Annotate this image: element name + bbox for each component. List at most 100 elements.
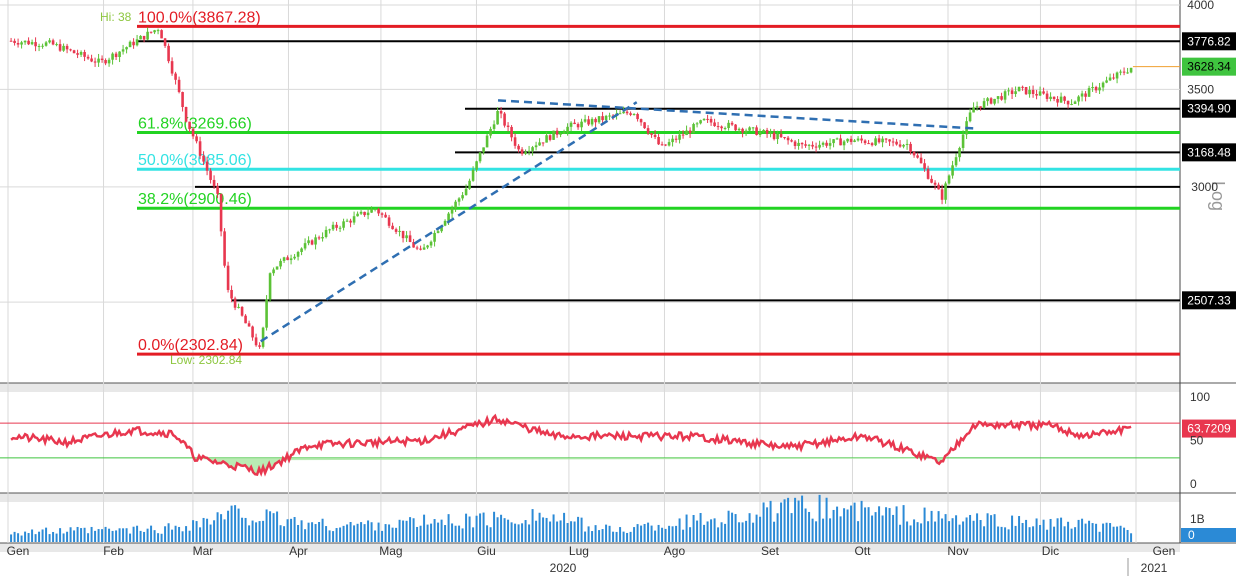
candle-body — [286, 257, 289, 261]
candle-body — [198, 141, 202, 156]
candle-body — [261, 327, 265, 347]
volume-bar — [276, 511, 279, 542]
candle-body — [478, 152, 482, 162]
candle-body — [384, 214, 387, 218]
candle-body — [674, 138, 678, 140]
candle-body — [881, 138, 884, 143]
volume-bar — [783, 499, 786, 542]
candle-body — [440, 225, 443, 232]
volume-bar — [580, 517, 583, 542]
volume-bar — [1056, 518, 1059, 542]
candle-body — [405, 235, 408, 239]
fib-level-label: 50.0%(3085.06) — [138, 152, 252, 169]
candle-body — [48, 40, 51, 43]
candle-body — [37, 45, 41, 47]
volume-bar — [391, 527, 394, 542]
candle-body — [793, 141, 797, 147]
candle-body — [177, 79, 181, 93]
volume-bar — [839, 516, 842, 542]
low-label: Low: 2302.84 — [170, 353, 242, 367]
volume-bar — [787, 497, 790, 542]
candle-body — [734, 124, 737, 131]
volume-bar — [1046, 529, 1049, 542]
candle-body — [279, 260, 282, 267]
volume-bar — [769, 500, 772, 542]
volume-bar — [717, 527, 720, 542]
volume-bar — [881, 515, 884, 542]
volume-bar — [237, 508, 240, 542]
volume-bar — [734, 514, 737, 542]
volume-bar — [311, 522, 314, 542]
grid-layer — [0, 0, 1236, 552]
volume-bar — [13, 531, 16, 542]
volume-bar — [983, 526, 986, 542]
volume-bar — [692, 515, 695, 542]
candle-body — [867, 143, 870, 145]
candle-body — [359, 211, 363, 214]
candle-body — [153, 30, 156, 33]
candle-body — [254, 337, 258, 346]
volume-bar — [349, 522, 352, 542]
candle-body — [727, 122, 730, 129]
volume-bar — [482, 512, 485, 542]
candle-body — [20, 42, 23, 45]
volume-bar — [878, 506, 881, 542]
volume-bar — [17, 533, 20, 542]
volume-bar — [353, 525, 356, 542]
volume-bar — [412, 518, 415, 542]
volume-bar — [1081, 518, 1084, 542]
volume-bar — [195, 521, 198, 542]
volume-bar — [1077, 519, 1080, 542]
candle-body — [664, 144, 667, 146]
candle-body — [632, 114, 636, 116]
volume-bar — [822, 518, 825, 542]
candle-body — [1066, 100, 1070, 105]
volume-bar — [738, 522, 741, 542]
volume-bar — [258, 521, 261, 542]
candle-body — [517, 145, 520, 150]
candle-body — [454, 201, 457, 209]
volume-bar — [930, 510, 933, 542]
volume-bar — [286, 519, 289, 542]
candle-body — [13, 40, 16, 44]
candle-body — [156, 30, 160, 32]
candle-body — [447, 213, 450, 221]
volume-bar — [279, 525, 282, 542]
volume-bar — [535, 520, 538, 542]
candle-body — [30, 42, 34, 45]
volume-bar — [650, 525, 653, 542]
candle-body — [741, 128, 744, 133]
candle-body — [233, 298, 237, 308]
candle-body — [352, 216, 356, 223]
candle-body — [1003, 91, 1007, 100]
fib-level-label: 100.0%(3867.28) — [138, 9, 261, 26]
volume-bar — [314, 524, 317, 542]
candle-body — [125, 47, 128, 50]
candle-body — [870, 143, 874, 146]
volume-bar — [657, 524, 660, 542]
volume-bar — [531, 509, 534, 542]
candle-body — [660, 144, 664, 146]
volume-bar — [573, 521, 576, 542]
candle-body — [258, 345, 261, 347]
volume-bar — [367, 520, 370, 542]
volume-bar — [871, 515, 874, 542]
x-tick-label: Gen — [7, 544, 30, 558]
volume-bar — [713, 518, 716, 542]
volume-panel: 0 — [10, 494, 1236, 542]
volume-bar — [395, 527, 398, 542]
volume-bar — [752, 522, 755, 542]
candle-body — [583, 119, 587, 122]
candle-body — [380, 213, 384, 215]
candle-body — [482, 147, 485, 153]
candle-body — [506, 125, 510, 127]
candle-body — [772, 132, 776, 140]
volume-bar — [66, 531, 69, 542]
candle-body — [342, 221, 345, 228]
x-tick-label: Apr — [289, 544, 308, 558]
volume-bar — [444, 525, 447, 542]
volume-bar — [1123, 527, 1126, 542]
price-level-tag — [1182, 99, 1236, 118]
panel-separator — [0, 543, 1180, 552]
